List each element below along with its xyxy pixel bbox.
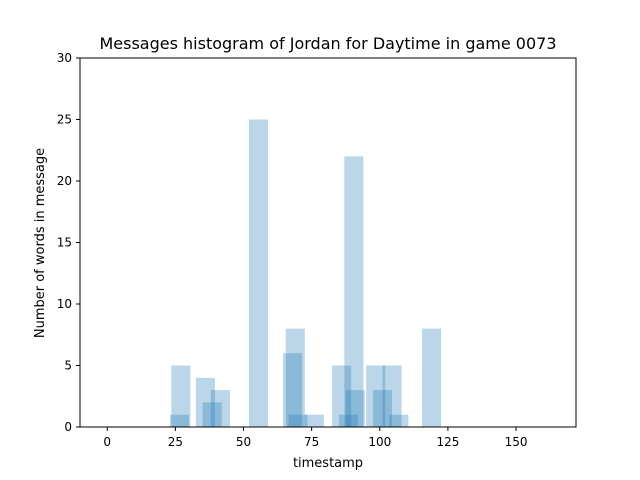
- bar-16: [382, 365, 402, 427]
- y-tick-label: 15: [57, 236, 72, 250]
- y-tick-label: 20: [57, 174, 72, 188]
- bar-15: [372, 390, 393, 427]
- bar-11: [338, 414, 358, 427]
- y-tick-label: 10: [57, 297, 72, 311]
- bar-18: [422, 328, 442, 427]
- bar-6: [283, 353, 303, 427]
- x-tick-label: 25: [168, 435, 183, 449]
- plot-frame: [79, 57, 577, 428]
- bar-14: [366, 365, 386, 427]
- x-tick-label: 100: [368, 435, 391, 449]
- x-axis-label: timestamp: [293, 456, 363, 471]
- bar-2: [195, 377, 215, 427]
- y-axis-label: Number of words in message: [33, 148, 48, 338]
- bar-13: [345, 390, 365, 427]
- bar-12: [344, 156, 364, 427]
- x-tick-label: 50: [236, 435, 251, 449]
- bar-17: [389, 414, 409, 427]
- bar-7: [285, 328, 305, 427]
- x-axis-ticks: 0 25 50 75 100 125 150: [103, 427, 527, 449]
- bar-1: [171, 365, 191, 427]
- bar-3: [202, 402, 222, 427]
- bar-9: [304, 414, 324, 427]
- y-tick-label: 25: [57, 113, 72, 127]
- y-tick-label: 5: [64, 359, 72, 373]
- y-tick-label: 30: [57, 51, 72, 65]
- chart-title: Messages histogram of Jordan for Daytime…: [99, 34, 556, 53]
- x-tick-label: 125: [436, 435, 459, 449]
- bar-5: [248, 119, 269, 427]
- x-tick-label: 0: [103, 435, 111, 449]
- bar-8: [288, 414, 308, 427]
- bar-0: [169, 414, 190, 427]
- x-tick-label: 150: [505, 435, 528, 449]
- bar-10: [332, 365, 352, 427]
- bars-layer: [169, 119, 442, 427]
- x-tick-label: 75: [304, 435, 319, 449]
- y-tick-label: 0: [64, 420, 72, 434]
- y-axis-ticks: 0 5 10 15 20 25 30: [57, 51, 80, 434]
- bar-4: [210, 390, 230, 427]
